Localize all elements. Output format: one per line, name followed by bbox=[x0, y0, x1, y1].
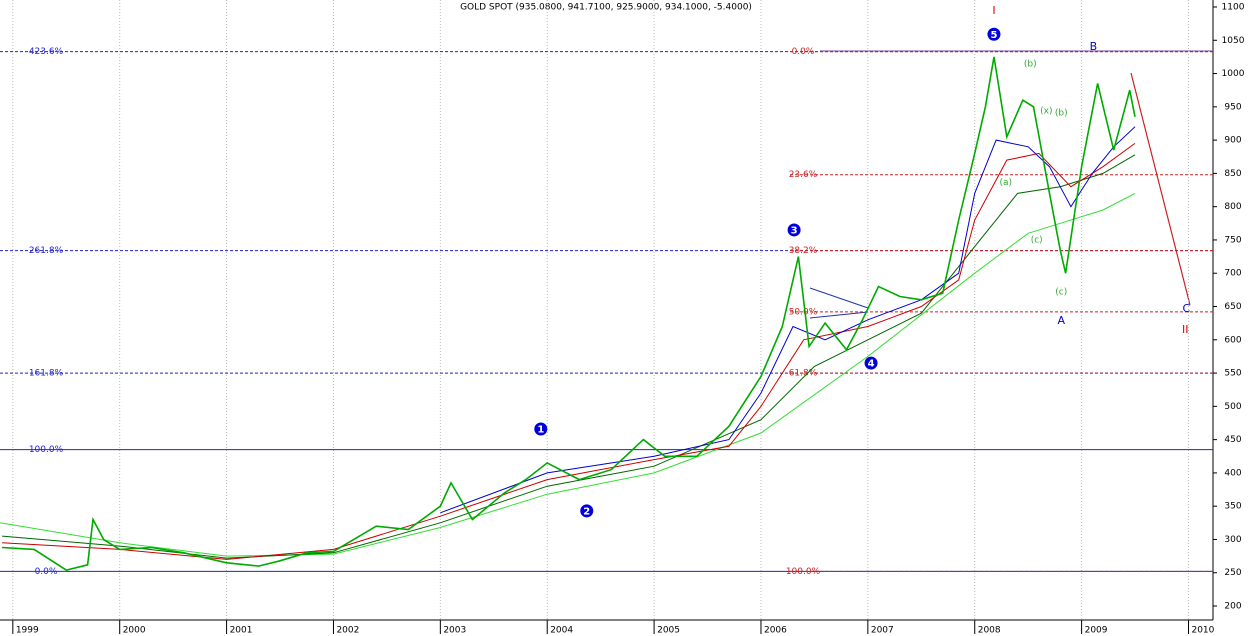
fib-label: 261.8% bbox=[29, 246, 64, 256]
fib-label: 0.0% bbox=[792, 47, 815, 57]
y-tick-label: 500 bbox=[1224, 402, 1241, 412]
wave-label: 1 bbox=[537, 424, 544, 435]
x-tick-label: 2004 bbox=[550, 626, 573, 636]
wave-label: (b) bbox=[1055, 108, 1068, 118]
wave-marker bbox=[987, 27, 1001, 41]
fib-label: 100.0% bbox=[786, 567, 821, 577]
x-tick-label: 1999 bbox=[16, 626, 39, 636]
price-line bbox=[2, 154, 1136, 559]
y-tick-label: 450 bbox=[1224, 435, 1241, 445]
wave-label: (b) bbox=[1024, 60, 1037, 70]
y-tick-label: 850 bbox=[1224, 169, 1241, 179]
y-tick-label: 550 bbox=[1224, 369, 1241, 379]
wave-label: B bbox=[1090, 40, 1098, 53]
x-tick-label: 2006 bbox=[764, 626, 787, 636]
fib-label: 100.0% bbox=[29, 445, 64, 455]
price-line bbox=[2, 56, 1136, 571]
fib-label: 423.6% bbox=[29, 47, 64, 57]
wave-marker bbox=[787, 223, 801, 237]
x-tick-label: 2003 bbox=[443, 626, 466, 636]
wave-label: 2 bbox=[583, 506, 590, 517]
wave-label: (c) bbox=[1055, 287, 1067, 297]
x-tick-label: 2008 bbox=[978, 626, 1001, 636]
fib-label: 161.8% bbox=[29, 369, 64, 379]
y-tick-label: 900 bbox=[1224, 136, 1241, 146]
wave-label: (c) bbox=[1031, 235, 1043, 245]
triangle-line bbox=[809, 311, 869, 319]
wave-label: II bbox=[1182, 323, 1189, 336]
x-tick-label: 2002 bbox=[336, 626, 359, 636]
fib-label: 38.2% bbox=[789, 246, 818, 256]
y-tick-label: 800 bbox=[1224, 202, 1241, 212]
x-tick-label: 2009 bbox=[1085, 626, 1108, 636]
wave-label: (a) bbox=[999, 178, 1012, 188]
wave-label: 4 bbox=[868, 359, 875, 370]
x-tick-label: 2010 bbox=[1191, 626, 1214, 636]
fib-label: 23.6% bbox=[789, 170, 818, 180]
y-tick-label: 400 bbox=[1224, 468, 1241, 478]
triangle-line bbox=[809, 287, 869, 309]
y-tick-label: 750 bbox=[1224, 235, 1241, 245]
wave-marker bbox=[864, 356, 878, 370]
chart-title: GOLD SPOT (935.0800, 941.7100, 925.9000,… bbox=[460, 3, 752, 13]
price-line bbox=[2, 142, 1136, 560]
wave-label: 3 bbox=[791, 225, 798, 236]
x-tick-label: 2007 bbox=[871, 626, 894, 636]
y-tick-label: 1000 bbox=[1222, 69, 1245, 79]
wave-label: 5 bbox=[990, 30, 997, 41]
fib-label: 0.0% bbox=[35, 567, 58, 577]
y-tick-label: 1100 bbox=[1222, 2, 1245, 12]
y-tick-label: 700 bbox=[1224, 269, 1241, 279]
y-tick-label: 950 bbox=[1224, 102, 1241, 112]
x-tick-label: 2000 bbox=[123, 626, 146, 636]
y-tick-label: 650 bbox=[1224, 302, 1241, 312]
wave-label: I bbox=[992, 4, 995, 17]
fib-label: 50.0% bbox=[789, 307, 818, 317]
wave-label: (x) bbox=[1040, 106, 1052, 116]
wave-label: C bbox=[1183, 302, 1191, 315]
price-line bbox=[440, 126, 1136, 514]
fib-label: 61.8% bbox=[789, 369, 818, 379]
x-tick-label: 2001 bbox=[230, 626, 253, 636]
y-tick-label: 600 bbox=[1224, 335, 1241, 345]
y-tick-label: 250 bbox=[1224, 568, 1241, 578]
wave-marker bbox=[534, 422, 548, 436]
wave-marker bbox=[580, 504, 594, 518]
y-tick-label: 300 bbox=[1224, 535, 1241, 545]
y-tick-label: 1050 bbox=[1222, 36, 1245, 46]
x-tick-label: 2005 bbox=[657, 626, 680, 636]
y-tick-label: 200 bbox=[1224, 602, 1241, 612]
wave-label: A bbox=[1058, 314, 1066, 327]
y-tick-label: 350 bbox=[1224, 502, 1241, 512]
projection-line bbox=[1130, 72, 1191, 306]
